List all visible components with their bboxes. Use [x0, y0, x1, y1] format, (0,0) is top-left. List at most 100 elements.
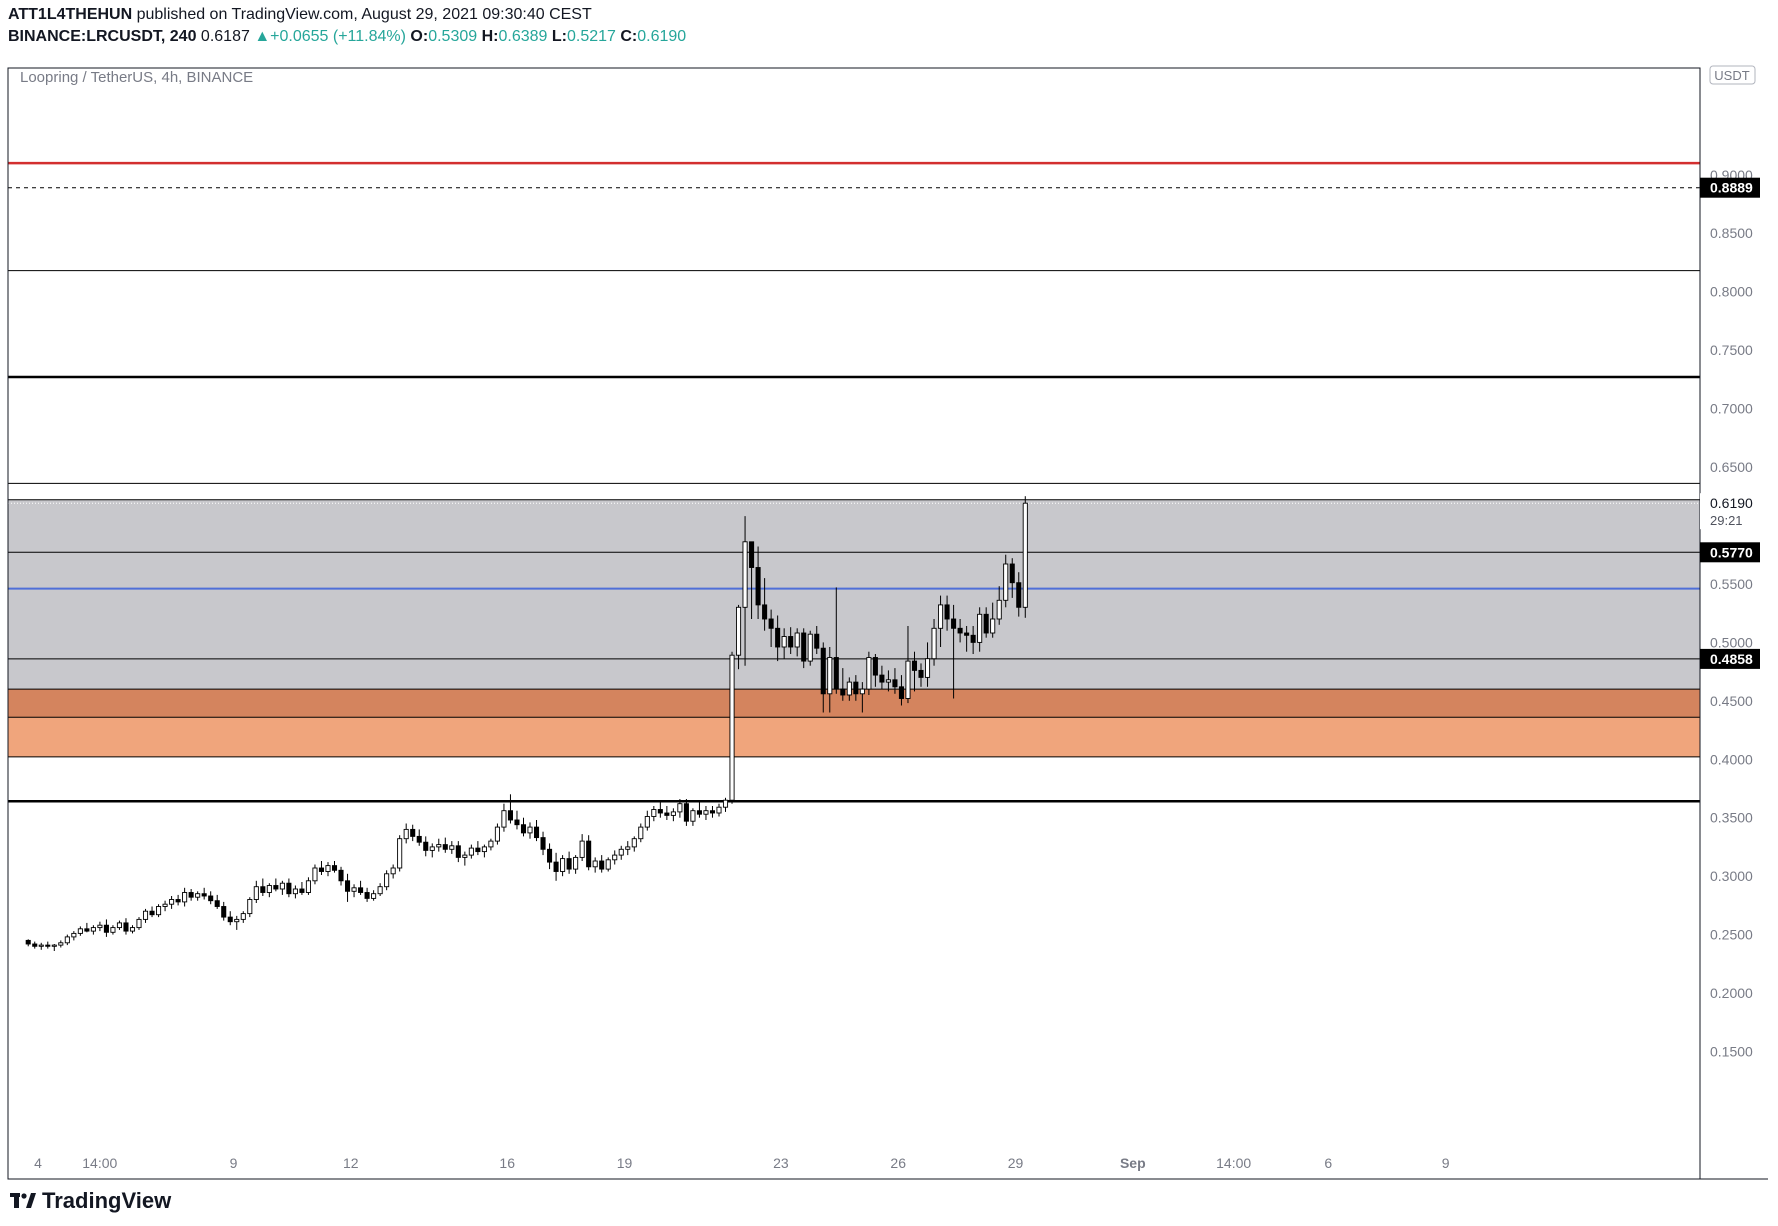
candle[interactable]	[481, 844, 487, 858]
candle[interactable]	[279, 880, 285, 895]
candle[interactable]	[749, 541, 755, 619]
candle[interactable]	[1016, 572, 1022, 617]
candle[interactable]	[273, 878, 279, 892]
candle[interactable]	[351, 884, 357, 898]
candle[interactable]	[221, 901, 227, 921]
candle[interactable]	[175, 894, 181, 906]
candle[interactable]	[605, 857, 611, 872]
candle[interactable]	[892, 668, 898, 694]
candle[interactable]	[156, 904, 162, 918]
candle[interactable]	[90, 925, 96, 935]
candle[interactable]	[442, 837, 448, 853]
candle[interactable]	[918, 663, 924, 687]
candle[interactable]	[364, 887, 370, 902]
candle[interactable]	[996, 586, 1002, 625]
candle[interactable]	[507, 794, 513, 824]
candle[interactable]	[951, 604, 957, 699]
candle[interactable]	[286, 878, 292, 898]
candle[interactable]	[32, 941, 38, 949]
candle[interactable]	[51, 944, 57, 951]
candle[interactable]	[1003, 554, 1009, 608]
candle[interactable]	[814, 626, 820, 654]
candle[interactable]	[416, 829, 422, 846]
candle[interactable]	[201, 887, 207, 900]
price-axis[interactable]: 0.90000.85000.80000.75000.70000.65000.55…	[1710, 167, 1753, 1060]
tradingview-brand[interactable]: TradingView	[10, 1188, 171, 1214]
candle[interactable]	[729, 651, 735, 804]
candle[interactable]	[527, 822, 533, 839]
candle[interactable]	[390, 864, 396, 879]
candle[interactable]	[77, 926, 83, 936]
candle[interactable]	[560, 855, 566, 877]
candle[interactable]	[859, 682, 865, 713]
candle[interactable]	[253, 880, 259, 903]
candle[interactable]	[514, 810, 520, 830]
candle[interactable]	[436, 838, 442, 852]
candle[interactable]	[358, 880, 364, 895]
candle[interactable]	[898, 675, 904, 706]
candle[interactable]	[468, 844, 474, 859]
candle[interactable]	[762, 578, 768, 631]
candle[interactable]	[696, 802, 702, 818]
candle[interactable]	[475, 841, 481, 856]
candle[interactable]	[195, 891, 201, 901]
candle[interactable]	[403, 823, 409, 844]
candle[interactable]	[807, 630, 813, 666]
currency-button[interactable]: USDT	[1709, 65, 1756, 85]
candle[interactable]	[45, 941, 51, 949]
candle[interactable]	[625, 841, 631, 856]
candle[interactable]	[547, 843, 553, 870]
candle[interactable]	[612, 850, 618, 865]
candle[interactable]	[964, 626, 970, 652]
candle[interactable]	[520, 817, 527, 837]
candle[interactable]	[944, 595, 950, 631]
candle[interactable]	[136, 917, 142, 930]
candle[interactable]	[377, 883, 383, 896]
candle[interactable]	[911, 651, 918, 692]
candle[interactable]	[214, 894, 220, 909]
candle[interactable]	[331, 861, 338, 873]
candle[interactable]	[879, 665, 885, 690]
candle[interactable]	[247, 897, 253, 918]
candle[interactable]	[553, 852, 559, 881]
candle[interactable]	[820, 642, 826, 713]
candle[interactable]	[97, 921, 103, 932]
candle[interactable]	[162, 900, 168, 912]
candle[interactable]	[429, 843, 435, 858]
candle[interactable]	[768, 609, 774, 647]
candle[interactable]	[670, 808, 676, 822]
candle[interactable]	[423, 836, 429, 857]
candle[interactable]	[292, 885, 298, 899]
candle[interactable]	[462, 851, 468, 866]
candle[interactable]	[924, 642, 931, 687]
candle[interactable]	[709, 806, 716, 818]
candle[interactable]	[905, 626, 911, 704]
candle[interactable]	[599, 855, 605, 873]
candle[interactable]	[872, 654, 878, 687]
candle[interactable]	[58, 940, 64, 948]
candle[interactable]	[110, 925, 116, 935]
candle[interactable]	[781, 628, 787, 659]
candle[interactable]	[188, 889, 194, 901]
candle[interactable]	[651, 806, 657, 822]
candle[interactable]	[833, 587, 839, 694]
candle[interactable]	[957, 619, 963, 643]
candle[interactable]	[716, 803, 722, 817]
candle[interactable]	[638, 823, 644, 843]
time-axis[interactable]: 4 14:00 9 12 16 19 23 26 29 Sep 14:00 6 9	[34, 1155, 1450, 1171]
candle[interactable]	[827, 647, 833, 713]
candle[interactable]	[169, 896, 175, 909]
candle[interactable]	[586, 835, 592, 871]
candle[interactable]	[410, 824, 416, 842]
candle[interactable]	[240, 911, 246, 923]
candle[interactable]	[664, 806, 670, 820]
candle[interactable]	[885, 670, 891, 692]
candle[interactable]	[455, 841, 461, 863]
candle[interactable]	[227, 911, 233, 926]
candle[interactable]	[866, 651, 872, 695]
candle[interactable]	[931, 619, 937, 666]
symbol-label[interactable]: BINANCE:LRCUSDT, 240	[8, 28, 197, 45]
candle[interactable]	[305, 877, 311, 895]
candle[interactable]	[983, 607, 989, 638]
